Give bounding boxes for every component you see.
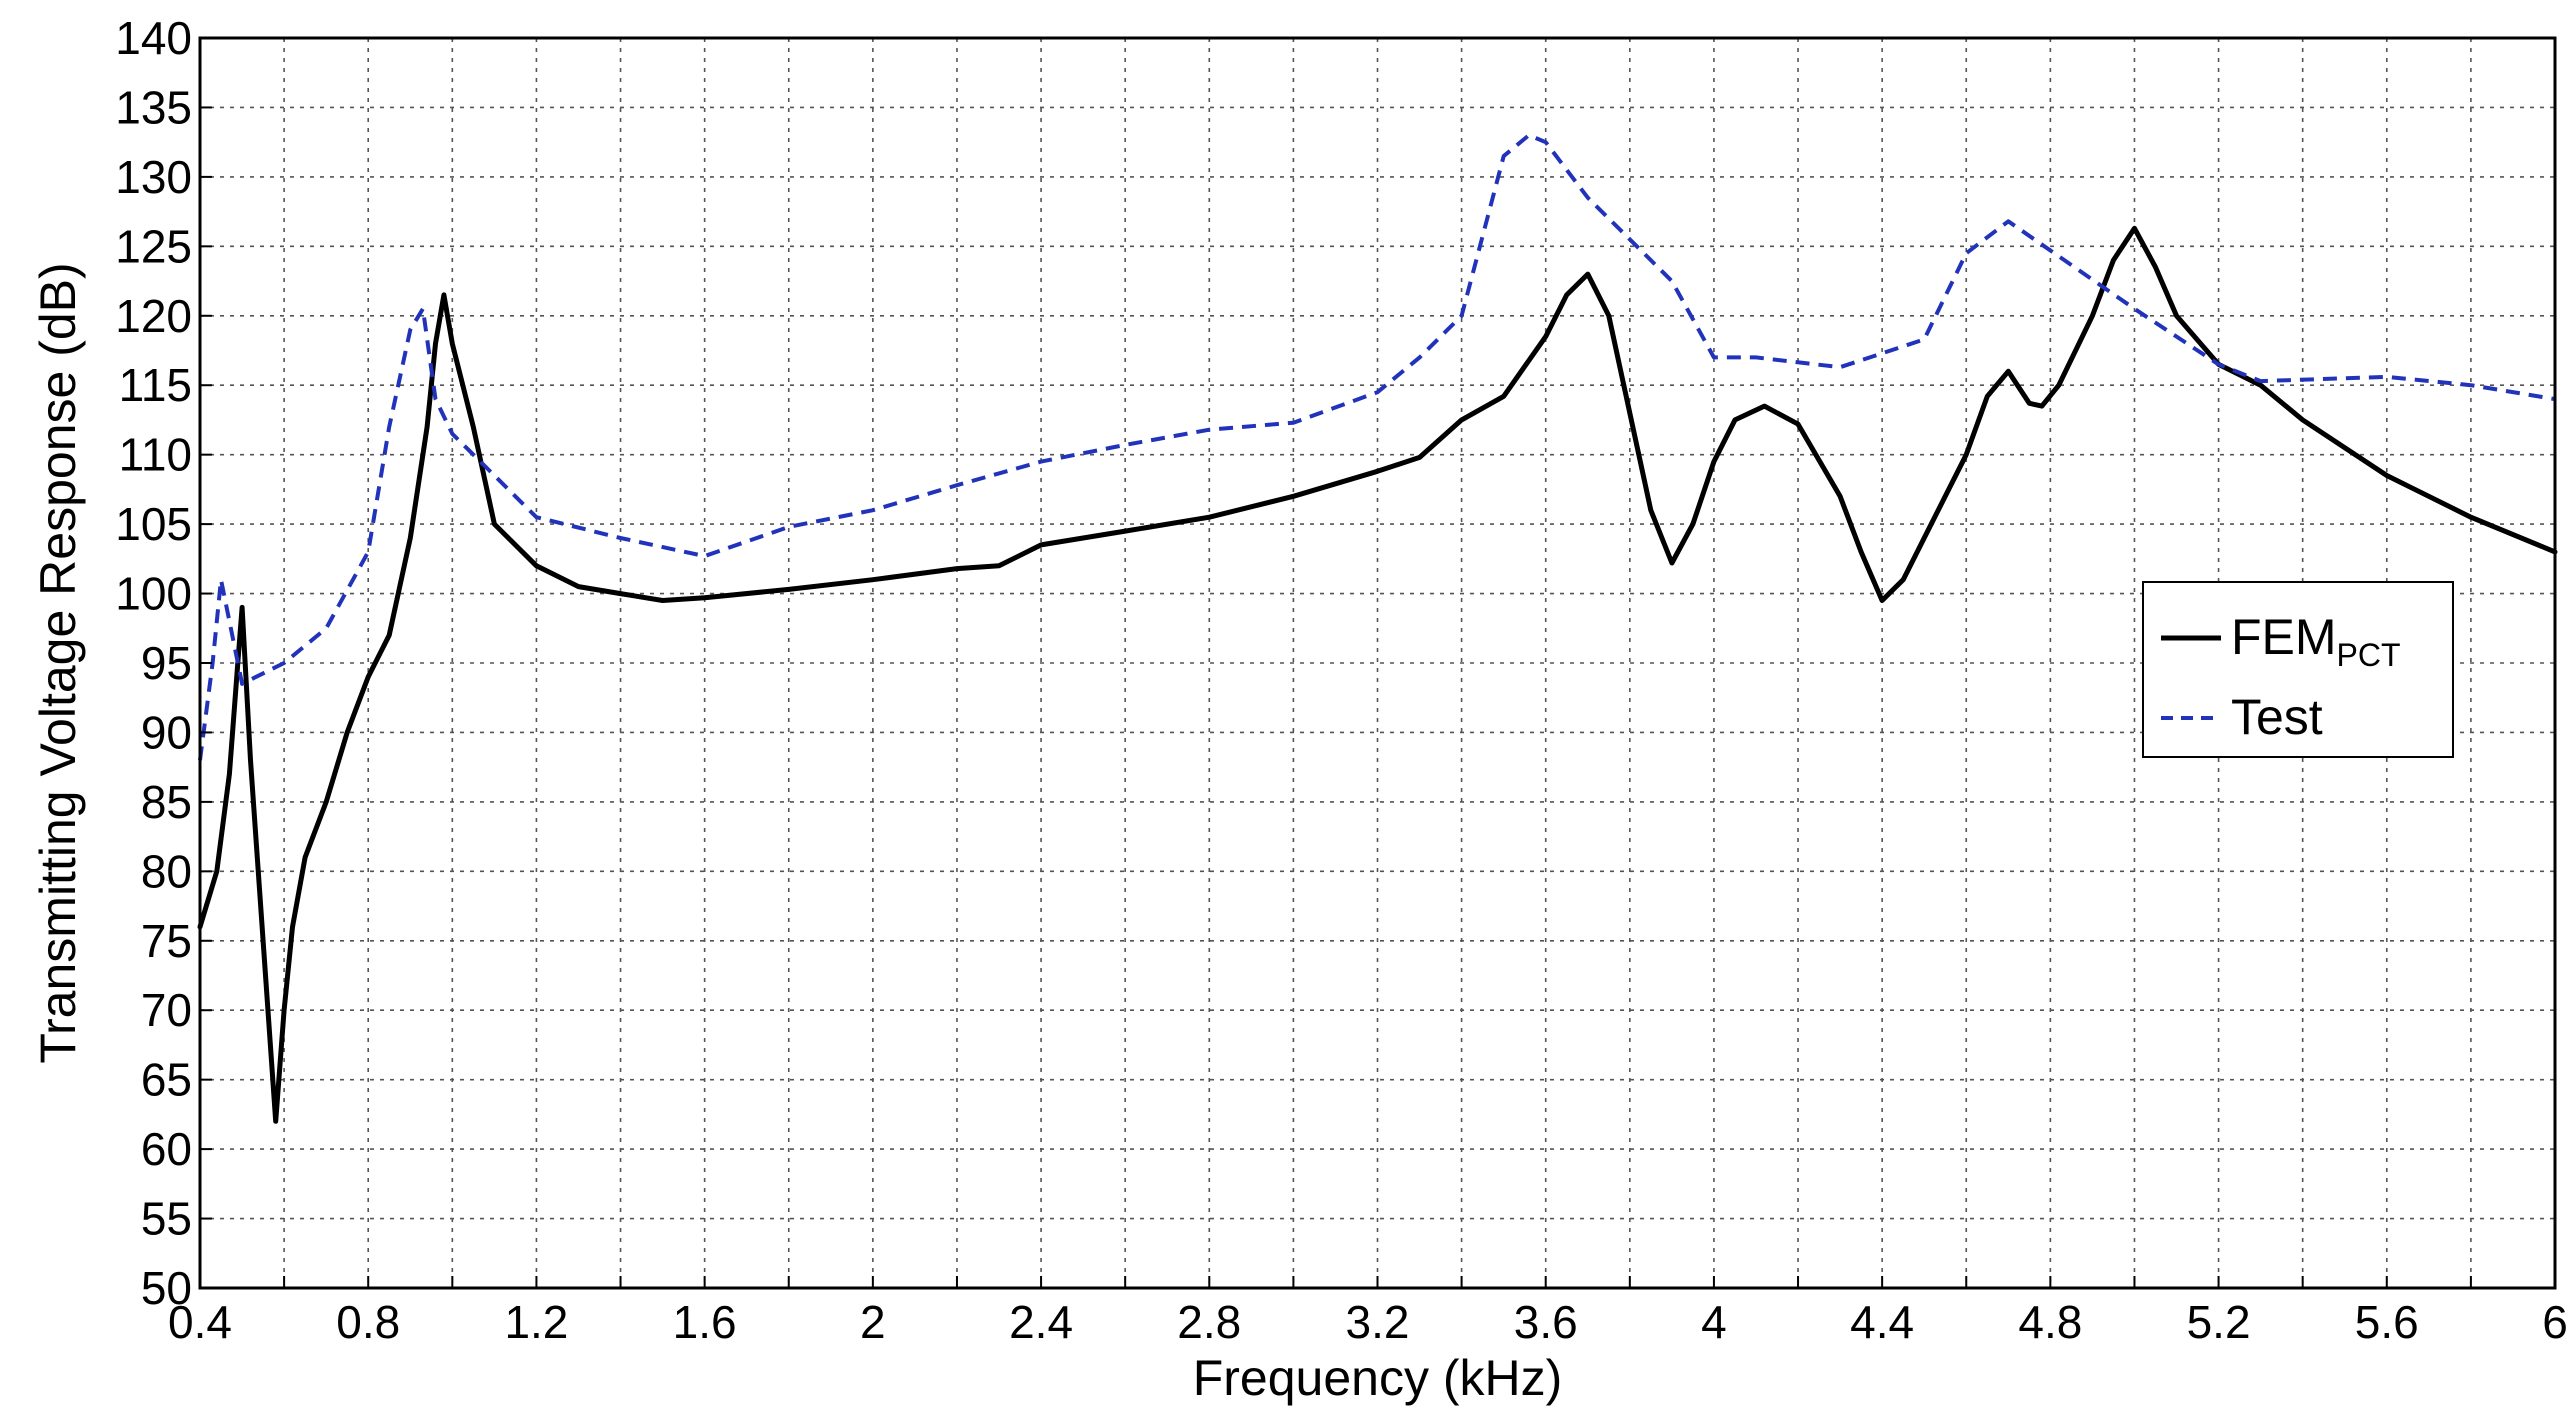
y-tick-label: 125: [115, 220, 192, 272]
y-tick-label: 95: [141, 637, 192, 689]
y-tick-label: 60: [141, 1123, 192, 1175]
series-line-test: [198, 133, 2556, 761]
x-tick-label: 3.6: [1514, 1296, 1578, 1348]
x-tick-label: 4.8: [2018, 1296, 2082, 1348]
x-tick-label: 0.4: [168, 1296, 232, 1348]
y-tick-label: 65: [141, 1054, 192, 1106]
y-tick-label: 140: [115, 12, 192, 64]
y-tick-label: 55: [141, 1193, 192, 1245]
x-tick-label: 0.8: [336, 1296, 400, 1348]
series-layer: [197, 133, 2558, 1124]
y-axis: 50 55 60 65 70 75 80 85 90 95 100 105 110 115 120 125 13…: [115, 12, 212, 1314]
grid: [200, 38, 2555, 1288]
x-axis-title: Frequency (kHz): [1193, 1350, 1563, 1406]
legend-label-fem-subscript: PCT: [2337, 637, 2401, 673]
x-tick-label: 6: [2542, 1296, 2568, 1348]
y-tick-label: 115: [119, 359, 192, 411]
x-tick-label: 5.6: [2355, 1296, 2419, 1348]
y-tick-label: 70: [141, 984, 192, 1036]
y-tick-label: 80: [141, 845, 192, 897]
x-axis: 0.4 0.8 1.2 1.6 2 2.4 2.8 3.2 3.6 4 4.4 4.8 5.2 5.6 6: [168, 1276, 2568, 1348]
x-tick-label: 3.2: [1346, 1296, 1410, 1348]
x-tick-label: 1.6: [673, 1296, 737, 1348]
x-tick-label: 2: [860, 1296, 886, 1348]
x-tick-label: 2.8: [1177, 1296, 1241, 1348]
y-tick-label: 50: [141, 1262, 192, 1314]
y-tick-label: 105: [115, 498, 192, 550]
legend-box: [2142, 581, 2454, 758]
legend-label-test: Test: [2231, 689, 2323, 745]
y-tick-label: 100: [115, 568, 192, 620]
x-tick-label: 4.4: [1850, 1296, 1914, 1348]
legend-label-fem: FEMPCT: [2231, 609, 2401, 673]
x-tick-label: 4: [1701, 1296, 1727, 1348]
y-tick-label: 110: [119, 429, 192, 481]
y-tick-label: 135: [115, 81, 192, 133]
x-tick-label: 2.4: [1009, 1296, 1073, 1348]
legend-label-fem-main: FEM: [2231, 609, 2337, 665]
x-tick-label: 1.2: [504, 1296, 568, 1348]
y-tick-label: 85: [141, 776, 192, 828]
x-tick-label: 5.2: [2187, 1296, 2251, 1348]
y-tick-label: 75: [141, 915, 192, 967]
legend: FEMPCT Test: [2142, 581, 2454, 758]
y-axis-title: Transmitting Voltage Response (dB): [30, 262, 86, 1063]
y-tick-label: 120: [115, 290, 192, 342]
series-line-fem: [197, 225, 2558, 1124]
y-tick-label: 130: [115, 151, 192, 203]
y-tick-label: 90: [141, 706, 192, 758]
